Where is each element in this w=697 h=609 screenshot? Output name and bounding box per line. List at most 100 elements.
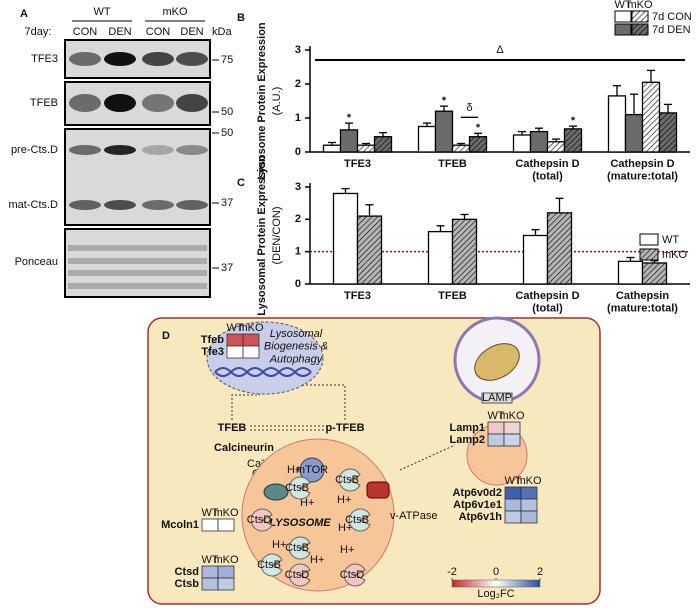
mcoln1-channel [263, 483, 289, 501]
significance-star: * [442, 95, 447, 107]
heatmap-row-label: Ctsd [175, 566, 199, 578]
cathepsin [343, 563, 366, 587]
proton-label: H+ [287, 464, 301, 476]
panel-label: A [20, 8, 28, 20]
cathepsin-label: CtsB [285, 542, 309, 554]
cathepsin-label: CtsD [247, 514, 272, 526]
calcineurin-label: Calcineurin [214, 442, 274, 454]
cathepsin-label: CtsB [257, 559, 281, 571]
colorbar-tick-label: 2 [537, 566, 543, 578]
panel-label: C [237, 177, 245, 189]
proton-label: H+ [340, 544, 354, 556]
v-atpase [366, 481, 390, 499]
heatmap-row-label: Lamp2 [450, 434, 485, 446]
y-axis-label: Lysosomal Protein Expression [256, 155, 268, 316]
marker-label: 50 [221, 127, 233, 139]
v-atpase-label: v-ATPase [390, 510, 437, 522]
bar [332, 192, 359, 285]
heatmap-row-label: Mcoln1 [161, 519, 199, 531]
mtor [299, 457, 325, 483]
x-tick-label: TFE3 [344, 158, 371, 170]
row-label: pre-Cts.D [11, 144, 58, 156]
band [69, 52, 101, 66]
cathepsin [250, 508, 273, 532]
cathepsin [338, 468, 361, 492]
band [176, 200, 208, 210]
y-tick-label: 0 [295, 278, 301, 290]
nucleus-text: Lysosomal Biogenesis & Autophagy [264, 328, 328, 365]
proton-label: H+ [300, 497, 314, 509]
bar [451, 218, 478, 285]
pair-bracket-label: δ [466, 102, 472, 114]
proton-label: H+ [310, 554, 324, 566]
band [176, 94, 208, 112]
band [104, 94, 136, 112]
heatmap-cell [242, 333, 260, 347]
cathepsin-label: CtsD [285, 569, 310, 581]
significance-star: * [571, 115, 576, 127]
row-label: Ponceau [15, 256, 58, 268]
legend-column: mKO [627, 0, 653, 11]
significance-star: * [347, 112, 352, 124]
lane-label: CON [73, 26, 98, 38]
heatmap-column: mKO [213, 507, 239, 519]
bar [417, 125, 437, 153]
heatmap-cell [201, 577, 219, 591]
panel-label: D [162, 330, 170, 342]
band [104, 145, 136, 155]
band [104, 200, 136, 210]
bar [427, 230, 454, 285]
band [142, 200, 174, 210]
heatmap-column: mKO [499, 410, 525, 422]
band [69, 200, 101, 210]
heatmap-cell [226, 333, 244, 347]
bar [546, 141, 566, 153]
bar [522, 234, 549, 285]
cathepsin-label: CtsB [285, 482, 309, 494]
bar [658, 112, 678, 153]
bar [451, 144, 471, 153]
heatmap-cell [226, 345, 244, 359]
legend-swatch [639, 248, 659, 261]
y-tick-label: 1 [295, 112, 301, 124]
bar [641, 81, 661, 153]
proton-label: H+ [338, 522, 352, 534]
legend-swatch [639, 233, 659, 246]
band [104, 52, 136, 66]
x-tick-label: TFEB [438, 158, 467, 170]
marker-label: 37 [221, 262, 233, 274]
x-tick-label: TFE3 [344, 290, 371, 302]
band [69, 94, 101, 112]
kda-label: kDa [212, 26, 232, 38]
x-tick-label: Cathepsin D (total) [515, 290, 579, 315]
heatmap-row-label: Tfeb [201, 334, 225, 346]
heatmap-column: mKO [516, 475, 542, 487]
row-label: mat-Cts.D [9, 199, 59, 211]
group-label: mKO [162, 6, 188, 18]
heatmap-cell [520, 498, 538, 512]
legend-swatch [614, 23, 632, 36]
mtor-label: mTOR [296, 464, 328, 476]
band [176, 145, 208, 155]
bar [529, 130, 549, 153]
lysosome-label: LYSOSOME [269, 517, 331, 529]
group-label: WT [93, 6, 110, 18]
heatmap-row-label: Lamp1 [450, 422, 485, 434]
band [176, 52, 208, 66]
bar [641, 262, 668, 285]
heatmap-row-label: Atp6v0d2 [452, 487, 502, 499]
bar [512, 134, 532, 153]
row-label: TFE3 [31, 53, 58, 65]
heatmap-cell [242, 345, 260, 359]
heatmap-cell [487, 433, 505, 447]
heatmap-row-label: Ctsb [175, 578, 200, 590]
p-tfeb-label: p-TFEB [325, 422, 364, 434]
heatmap-cell [201, 565, 219, 579]
band [69, 145, 101, 155]
legend-swatch [614, 10, 632, 23]
heatmap-cell [520, 510, 538, 524]
panel-label: B [237, 12, 245, 24]
cathepsin [348, 508, 371, 532]
cathepsin [260, 553, 283, 577]
